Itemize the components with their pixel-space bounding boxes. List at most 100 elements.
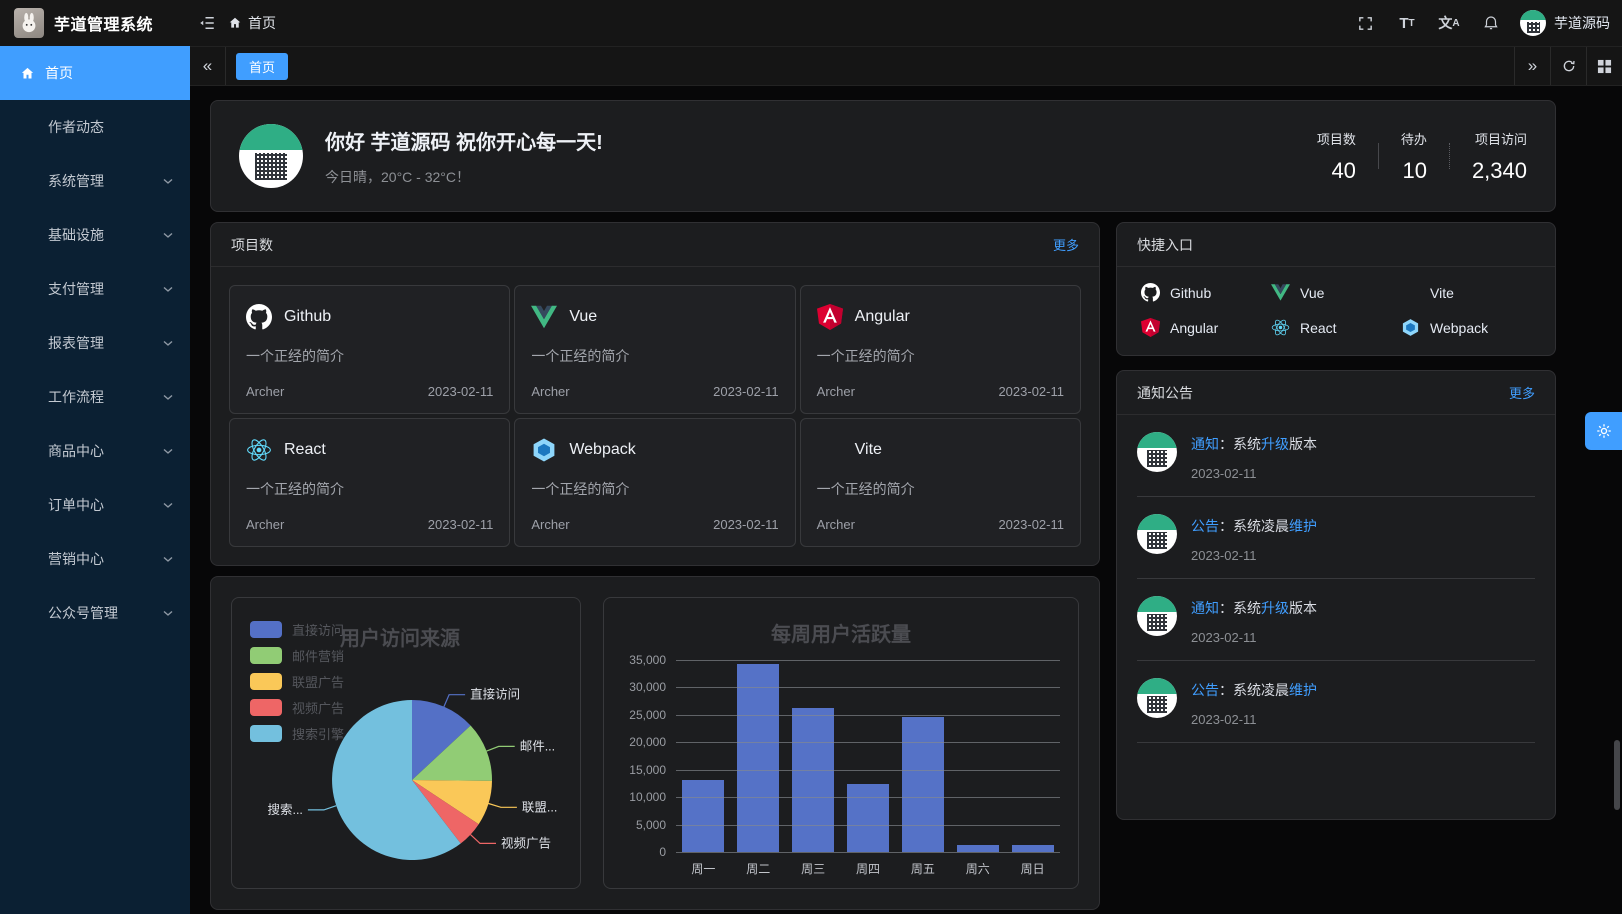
- sidebar-item-5[interactable]: 报表管理: [0, 316, 190, 370]
- project-card[interactable]: Github 一个正经的简介 Archer 2023-02-11: [229, 285, 511, 414]
- sidebar-item-label: 营销中心: [48, 551, 104, 567]
- pie-slice-0[interactable]: [412, 700, 471, 780]
- chevron-down-icon: [162, 391, 174, 403]
- bar-周六[interactable]: [956, 844, 999, 852]
- projects-more-link[interactable]: 更多: [1052, 238, 1079, 253]
- refresh-icon[interactable]: [1550, 47, 1586, 85]
- legend-item[interactable]: 邮件营销: [250, 646, 344, 665]
- stat-todo: 待办 10: [1400, 131, 1427, 183]
- legend-item[interactable]: 联盟广告: [250, 672, 344, 691]
- menu-fold-icon[interactable]: [190, 0, 224, 46]
- bar-周二[interactable]: [737, 663, 780, 852]
- legend-item[interactable]: 视频广告: [250, 698, 344, 717]
- notices-more-link[interactable]: 更多: [1508, 386, 1535, 401]
- project-author: Archer: [531, 517, 570, 532]
- sidebar-item-4[interactable]: 支付管理: [0, 262, 190, 316]
- shortcut-item[interactable]: Angular: [1141, 318, 1271, 337]
- app-title: 芋道管理系统: [54, 17, 154, 34]
- vite-icon: [817, 437, 843, 463]
- tab-home[interactable]: 首页: [236, 52, 289, 80]
- project-card[interactable]: Angular 一个正经的简介 Archer 2023-02-11: [799, 285, 1081, 414]
- home-icon: [20, 66, 35, 81]
- bar-周五[interactable]: [901, 716, 944, 852]
- sidebar-item-7[interactable]: 商品中心: [0, 424, 190, 478]
- pie-callout-line: [307, 805, 337, 811]
- legend-item[interactable]: 搜索引擎: [250, 724, 344, 743]
- project-desc: 一个正经的简介: [816, 481, 915, 497]
- scrollbar-thumb[interactable]: [1614, 740, 1620, 810]
- notice-item[interactable]: 公告：系统凌晨维护 2023-02-11: [1137, 661, 1535, 743]
- vue-icon: [1271, 283, 1290, 302]
- shortcut-item[interactable]: Vite: [1401, 283, 1531, 302]
- sidebar-item-label: 报表管理: [48, 335, 104, 351]
- tabs-scroll-left-button[interactable]: «: [190, 47, 226, 85]
- pie-callout-label: 邮件...: [520, 739, 555, 753]
- project-card[interactable]: React 一个正经的简介 Archer 2023-02-11: [229, 418, 511, 547]
- y-axis-tick: 35,000: [629, 653, 666, 667]
- home-icon: [229, 17, 241, 28]
- project-card[interactable]: Vue 一个正经的简介 Archer 2023-02-11: [514, 285, 796, 414]
- shortcuts-card: 快捷入口 Github Vue Vite Angular React Webpack: [1116, 222, 1556, 356]
- divider: [1448, 143, 1450, 169]
- sidebar-item-0[interactable]: 首页: [0, 46, 190, 100]
- notice-item[interactable]: 通知：系统升级版本 2023-02-11: [1137, 579, 1535, 661]
- shortcut-label: Webpack: [1430, 319, 1489, 336]
- charts-card: 直接访问 邮件营销 联盟广告 视频广告 搜索引擎 用户访问来源 直接访问 邮件... 联盟.…: [210, 576, 1100, 910]
- bar-slot: [676, 660, 731, 852]
- shortcut-label: Angular: [1170, 319, 1219, 336]
- notice-item[interactable]: 通知：系统升级版本 2023-02-11: [1137, 415, 1535, 497]
- bar-slot: [1005, 660, 1060, 852]
- settings-button[interactable]: [1585, 412, 1622, 450]
- y-axis-tick: 25,000: [629, 707, 666, 722]
- bar-chart-title: 每周用户活跃量: [771, 624, 911, 646]
- breadcrumb[interactable]: 首页: [228, 13, 276, 33]
- shortcuts-grid: Github Vue Vite Angular React Webpack: [1117, 267, 1555, 355]
- chevron-down-icon: [162, 175, 174, 187]
- pie-slice-2[interactable]: [412, 780, 492, 825]
- notices-card-title: 通知公告: [1137, 384, 1193, 401]
- user-menu[interactable]: 芋道源码: [1520, 10, 1610, 36]
- bar-周三[interactable]: [792, 707, 835, 852]
- sidebar-item-9[interactable]: 营销中心: [0, 532, 190, 586]
- greeting-weather: 今日晴，20°C - 32°C！: [325, 168, 471, 185]
- project-card-header: React: [246, 437, 493, 463]
- sidebar-item-label: 支付管理: [48, 281, 104, 297]
- fullscreen-icon[interactable]: [1346, 0, 1384, 46]
- bar-周日[interactable]: [1011, 844, 1054, 852]
- bar-周一[interactable]: [682, 779, 725, 852]
- pie-slice-4[interactable]: [332, 700, 461, 860]
- tabs-scroll-right-button[interactable]: »: [1514, 47, 1550, 85]
- sidebar-item-8[interactable]: 订单中心: [0, 478, 190, 532]
- notification-bell-icon[interactable]: [1472, 0, 1510, 46]
- notice-item[interactable]: 公告：系统凌晨维护 2023-02-11: [1137, 497, 1535, 579]
- pie-chart: 直接访问邮件...联盟...视频广告搜索...: [267, 687, 557, 860]
- project-footer: Archer 2023-02-11: [531, 384, 778, 399]
- pie-slice-1[interactable]: [412, 725, 493, 781]
- notice-body: 通知：系统升级版本 2023-02-11: [1191, 596, 1317, 645]
- chevron-down-icon: [162, 283, 174, 295]
- github-icon: [246, 304, 272, 330]
- project-card-header: Webpack: [531, 437, 778, 463]
- shortcut-item[interactable]: Vue: [1271, 283, 1401, 302]
- sidebar-item-1[interactable]: 作者动态: [0, 100, 190, 154]
- projects-card: 项目数 更多 Github 一个正经的简介 Archer 2023-02-11 Vue 一…: [210, 222, 1100, 566]
- notice-body: 公告：系统凌晨维护 2023-02-11: [1191, 678, 1317, 727]
- sidebar-item-3[interactable]: 基础设施: [0, 208, 190, 262]
- project-card[interactable]: Webpack 一个正经的简介 Archer 2023-02-11: [514, 418, 796, 547]
- sidebar-item-10[interactable]: 公众号管理: [0, 586, 190, 640]
- project-card[interactable]: Vite 一个正经的简介 Archer 2023-02-11: [799, 418, 1081, 547]
- bar-周四[interactable]: [847, 783, 889, 852]
- legend-item[interactable]: 直接访问: [250, 620, 344, 639]
- sidebar-item-2[interactable]: 系统管理: [0, 154, 190, 208]
- chevron-down-icon: [162, 607, 174, 619]
- sidebar-item-6[interactable]: 工作流程: [0, 370, 190, 424]
- github-icon: [1141, 283, 1160, 302]
- bar-slot: [895, 660, 950, 852]
- pie-slice-3[interactable]: [412, 780, 479, 844]
- shortcut-item[interactable]: Github: [1141, 283, 1271, 302]
- layout-grid-icon[interactable]: [1586, 47, 1622, 85]
- shortcut-item[interactable]: React: [1271, 318, 1401, 337]
- shortcut-item[interactable]: Webpack: [1401, 318, 1531, 337]
